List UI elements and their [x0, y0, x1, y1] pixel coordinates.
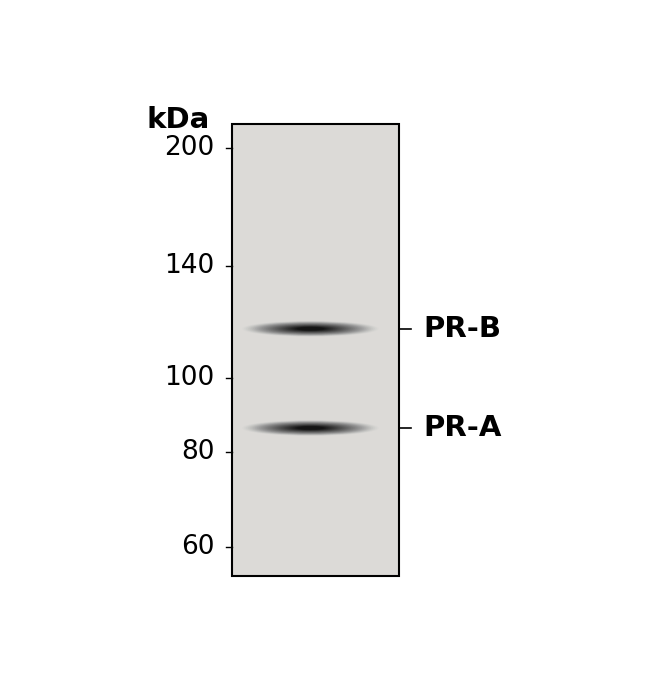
- Ellipse shape: [291, 426, 330, 430]
- Ellipse shape: [242, 321, 378, 337]
- Ellipse shape: [291, 326, 330, 331]
- Ellipse shape: [261, 422, 361, 434]
- Ellipse shape: [270, 423, 352, 433]
- Text: PR-B: PR-B: [424, 315, 502, 343]
- Ellipse shape: [263, 423, 359, 434]
- Ellipse shape: [248, 421, 373, 435]
- Ellipse shape: [244, 321, 377, 337]
- Ellipse shape: [268, 324, 353, 334]
- Text: 140: 140: [164, 253, 214, 279]
- Ellipse shape: [266, 423, 355, 433]
- Ellipse shape: [264, 323, 357, 334]
- Ellipse shape: [268, 423, 353, 433]
- Text: 60: 60: [181, 535, 214, 561]
- Ellipse shape: [280, 325, 341, 332]
- Ellipse shape: [275, 324, 346, 333]
- Ellipse shape: [293, 426, 328, 430]
- Ellipse shape: [261, 323, 361, 335]
- Ellipse shape: [289, 326, 332, 331]
- Ellipse shape: [257, 322, 364, 335]
- Ellipse shape: [248, 322, 373, 336]
- Ellipse shape: [279, 325, 343, 333]
- Text: 100: 100: [164, 365, 214, 391]
- Ellipse shape: [288, 326, 333, 331]
- Ellipse shape: [282, 326, 339, 332]
- Ellipse shape: [273, 324, 348, 333]
- Ellipse shape: [255, 421, 366, 434]
- Ellipse shape: [284, 425, 337, 431]
- Ellipse shape: [254, 322, 368, 335]
- Ellipse shape: [280, 425, 341, 432]
- Ellipse shape: [264, 423, 357, 434]
- Ellipse shape: [297, 426, 324, 430]
- Ellipse shape: [297, 327, 324, 331]
- Ellipse shape: [252, 322, 370, 335]
- Ellipse shape: [259, 422, 362, 434]
- Text: 200: 200: [164, 135, 214, 161]
- Ellipse shape: [257, 422, 364, 434]
- Ellipse shape: [246, 321, 375, 336]
- Ellipse shape: [295, 426, 326, 430]
- Ellipse shape: [255, 322, 366, 335]
- Ellipse shape: [242, 420, 378, 436]
- Ellipse shape: [259, 323, 362, 335]
- Ellipse shape: [286, 326, 335, 331]
- Ellipse shape: [279, 424, 343, 432]
- Ellipse shape: [270, 324, 352, 333]
- Ellipse shape: [244, 420, 377, 436]
- Ellipse shape: [252, 421, 370, 435]
- Ellipse shape: [272, 324, 350, 333]
- Ellipse shape: [288, 426, 333, 431]
- Ellipse shape: [246, 421, 375, 436]
- Text: PR-A: PR-A: [424, 414, 502, 442]
- Ellipse shape: [282, 425, 339, 431]
- Ellipse shape: [295, 327, 326, 331]
- Ellipse shape: [266, 324, 355, 334]
- Ellipse shape: [263, 323, 359, 334]
- Ellipse shape: [277, 325, 344, 333]
- Ellipse shape: [272, 423, 350, 432]
- Ellipse shape: [289, 426, 332, 430]
- Ellipse shape: [284, 326, 337, 332]
- Text: 80: 80: [181, 439, 214, 465]
- Ellipse shape: [273, 423, 348, 432]
- Ellipse shape: [277, 424, 344, 432]
- Ellipse shape: [250, 322, 371, 336]
- Ellipse shape: [293, 326, 328, 331]
- Ellipse shape: [275, 424, 346, 432]
- Ellipse shape: [250, 421, 371, 435]
- Ellipse shape: [254, 421, 368, 434]
- Ellipse shape: [286, 426, 335, 431]
- Text: kDa: kDa: [147, 106, 210, 134]
